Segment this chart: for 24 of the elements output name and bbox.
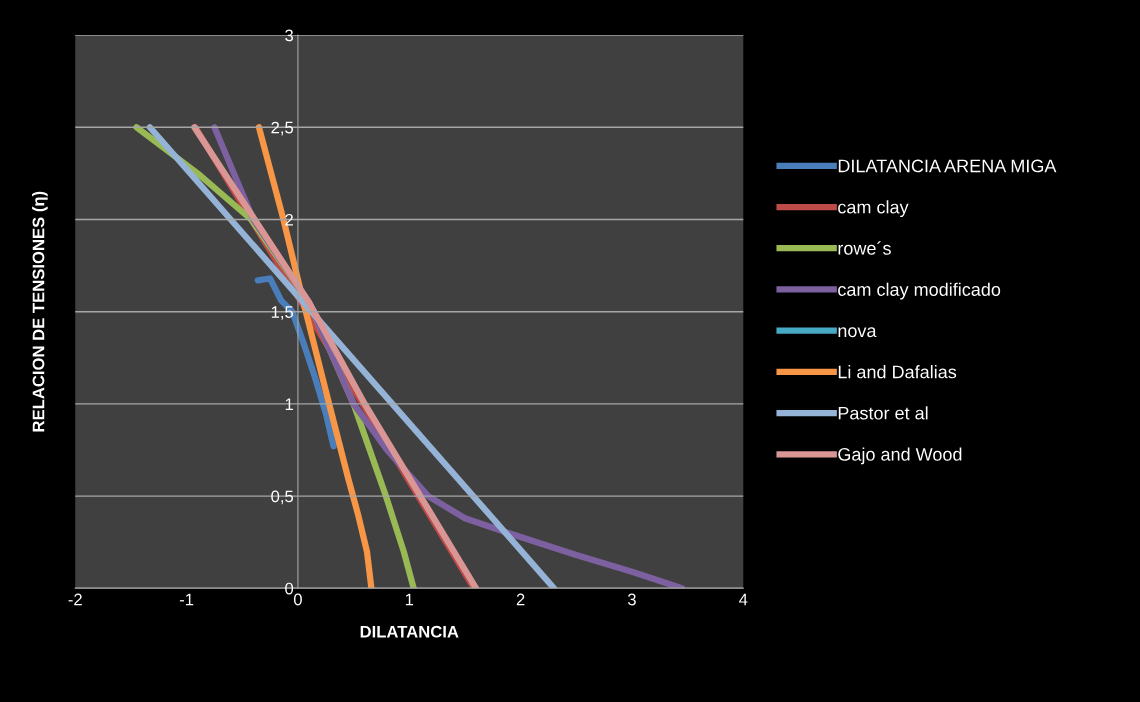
x-axis-title: DILATANCIA	[360, 625, 459, 638]
legend-label: Pastor et al	[838, 406, 928, 420]
x-tick-label: -2	[68, 593, 82, 606]
legend-label: Gajo and Wood	[838, 447, 962, 465]
y-tick-label: 0,5	[271, 490, 294, 505]
x-tick-label: 3	[627, 593, 636, 606]
x-tick-label: 4	[739, 593, 748, 606]
y-tick-label: 1,5	[271, 306, 294, 320]
x-tick-label: 1	[405, 593, 414, 606]
x-tick-label: 2	[516, 593, 525, 606]
legend-label: nova	[838, 327, 877, 338]
y-tick-label: 2	[285, 213, 293, 226]
legend-label: rowe´s	[838, 241, 891, 255]
y-tick-label: 2,5	[271, 121, 294, 136]
legend-label: DILATANCIA ARENA MIGA	[838, 159, 1057, 173]
y-axis-title: RELACION DE TENSIONES (η)	[32, 191, 48, 432]
legend-label: cam clay	[838, 200, 909, 218]
y-tick-label: 1	[285, 398, 293, 410]
y-tick-label: 3	[285, 29, 294, 42]
y-tick-label: 0	[285, 582, 294, 595]
legend-label: Li and Dafalias	[838, 365, 957, 379]
x-tick-label: 0	[293, 593, 302, 606]
legend-label: cam clay modificado	[838, 282, 1001, 300]
x-tick-label: -1	[179, 593, 194, 606]
